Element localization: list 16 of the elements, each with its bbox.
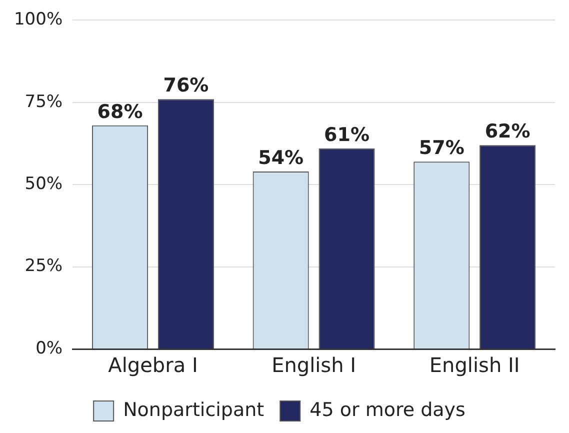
x-tick-label: Algebra I — [108, 353, 198, 378]
x-tick-label: English II — [429, 353, 520, 378]
y-tick-label: 0% — [36, 338, 63, 358]
data-label: 62% — [484, 120, 530, 143]
data-label: 61% — [324, 124, 370, 146]
y-tick-label: 75% — [24, 92, 63, 112]
y-tick-label: 50% — [24, 174, 63, 194]
data-label: 54% — [258, 146, 304, 169]
data-label: 68% — [97, 100, 143, 123]
y-tick-label: 25% — [24, 256, 63, 276]
x-tick-label: English I — [272, 353, 356, 378]
data-label: 76% — [163, 74, 209, 97]
y-tick-label: 100% — [14, 10, 63, 30]
legend-label: 45 or more days — [310, 398, 466, 421]
data-label: 57% — [418, 137, 464, 160]
legend-label: Nonparticipant — [123, 398, 264, 421]
